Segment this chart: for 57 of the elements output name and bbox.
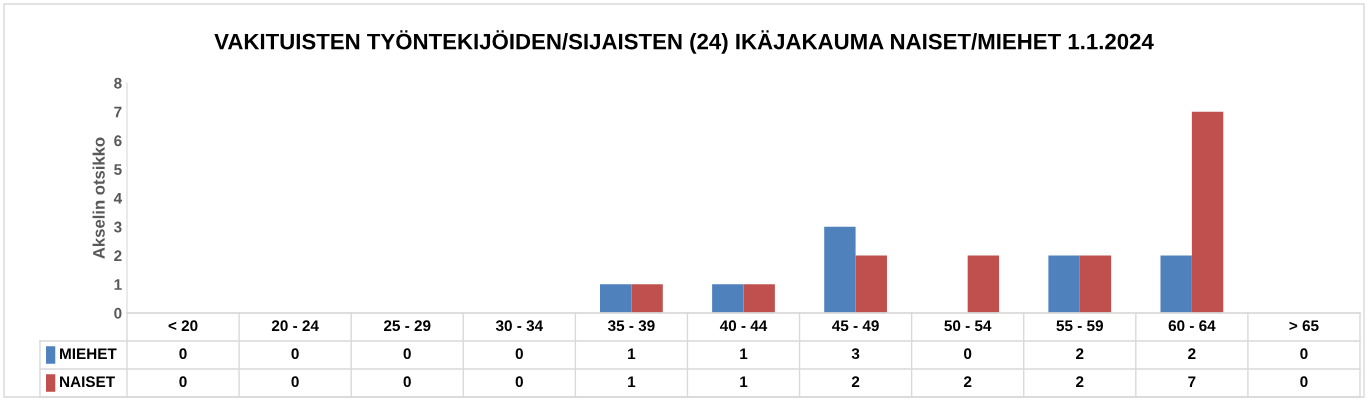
data-label: 7 (1188, 376, 1196, 387)
data-label: 0 (964, 348, 972, 360)
x-tick-label: 25 - 29 (383, 320, 431, 332)
data-label: 2 (1076, 348, 1084, 359)
data-label: 2 (1188, 348, 1196, 359)
x-tick-label: 40 - 44 (719, 320, 768, 332)
data-label: 0 (515, 348, 523, 360)
x-tick-label: 35 - 39 (607, 320, 655, 332)
y-tick-label: 7 (114, 106, 122, 118)
y-tick-label: 4 (113, 193, 123, 204)
data-label: 2 (1076, 376, 1084, 387)
y-tick-label: 0 (114, 307, 122, 319)
chart-title: VAKITUISTEN TYÖNTEKIJÖIDEN/SIJAISTEN (24) IKÄJAKAUMA NAISET/MIEHET 1.1.2024 (214, 30, 1154, 54)
data-label: 0 (1300, 348, 1308, 360)
y-tick-label: 8 (114, 77, 122, 89)
x-tick-label: < 20 (168, 320, 198, 332)
data-label: 3 (851, 348, 860, 360)
y-tick-label: 3 (113, 221, 122, 233)
data-label: 0 (403, 348, 411, 360)
bar (855, 255, 887, 313)
bar (1079, 255, 1112, 313)
x-tick-label: 55 - 59 (1056, 320, 1103, 332)
x-tick-label: 45 - 49 (832, 320, 879, 332)
legend-label: MIEHET (60, 348, 117, 359)
bar (1048, 255, 1080, 313)
x-tick-label: 30 - 34 (495, 320, 544, 332)
y-axis-title: Akselin otsikko (92, 137, 105, 259)
y-tick-label: 1 (114, 279, 122, 290)
data-label: 0 (291, 376, 299, 388)
bar (600, 284, 632, 313)
y-tick-label: 6 (114, 135, 122, 147)
bar (1191, 111, 1224, 313)
x-tick-label: 20 - 24 (271, 320, 319, 332)
data-label: 0 (515, 376, 523, 388)
data-label: 2 (851, 376, 860, 387)
data-label: 1 (740, 376, 748, 387)
data-label: 0 (179, 376, 187, 388)
data-label: 1 (740, 348, 748, 359)
data-label: 0 (291, 348, 299, 360)
bar (1160, 255, 1192, 313)
bar (712, 284, 744, 313)
x-tick-label: 50 - 54 (944, 320, 992, 332)
bar (967, 255, 1000, 313)
y-tick-label: 5 (114, 164, 122, 175)
bar (743, 284, 775, 313)
x-tick-label: 60 - 64 (1168, 320, 1216, 332)
data-label: 1 (628, 348, 636, 359)
x-tick-label: > 65 (1289, 320, 1319, 332)
data-label: 1 (628, 376, 636, 387)
bar (631, 284, 663, 313)
data-label: 0 (1300, 376, 1308, 388)
y-tick-label: 2 (114, 250, 122, 262)
data-label: 0 (179, 348, 187, 360)
data-label: 0 (403, 376, 411, 388)
data-label: 2 (963, 376, 972, 387)
bar (824, 226, 856, 313)
legend-label: NAISET (60, 376, 115, 388)
